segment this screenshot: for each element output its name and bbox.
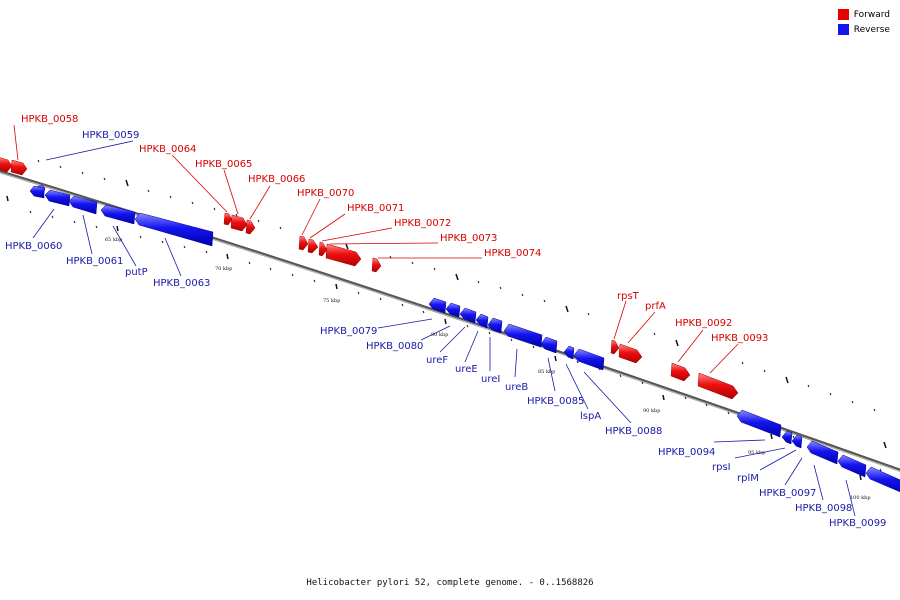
forward-gene-labels: HPKB_0058 HPKB_0064 HPKB_0065 HPKB_0066 … bbox=[21, 114, 768, 344]
scale-label: 75 kbp bbox=[323, 298, 340, 304]
gene-label-hpkb-0092[interactable]: HPKB_0092 bbox=[675, 318, 732, 329]
gene-hpkb-0065[interactable] bbox=[230, 214, 248, 232]
gene-hpkb-0061b[interactable] bbox=[68, 195, 98, 215]
scale-label: 85 kbp bbox=[538, 369, 555, 375]
gene-label-hpkb-0098[interactable]: HPKB_0098 bbox=[795, 503, 852, 514]
gene-hpkb-0063[interactable] bbox=[134, 212, 214, 247]
gene-label-hpkb-0064[interactable]: HPKB_0064 bbox=[139, 144, 196, 155]
gene-hpkb-0080[interactable] bbox=[445, 302, 461, 318]
gene-rpsi[interactable] bbox=[781, 430, 793, 445]
gene-label-lspa[interactable]: lspA bbox=[580, 411, 601, 422]
gene-label-hpkb-0070[interactable]: HPKB_0070 bbox=[297, 188, 354, 199]
gene-hpkb-0093[interactable] bbox=[697, 372, 739, 400]
forward-strand bbox=[0, 157, 739, 400]
gene-hpkb-0099[interactable] bbox=[865, 466, 900, 494]
scale-label: 80 kbp bbox=[431, 332, 448, 338]
scale-label: 70 kbp bbox=[215, 266, 232, 272]
gene-label-hpkb-0059[interactable]: HPKB_0059 bbox=[82, 130, 139, 141]
gene-label-hpkb-0085[interactable]: HPKB_0085 bbox=[527, 396, 584, 407]
gene-label-hpkb-0065[interactable]: HPKB_0065 bbox=[195, 159, 252, 170]
gene-rpst[interactable] bbox=[610, 339, 620, 355]
gene-hpkb-0060[interactable] bbox=[29, 185, 45, 199]
legend-forward: Forward bbox=[837, 9, 890, 20]
gene-hpkb-0073[interactable] bbox=[325, 243, 362, 267]
gene-label-uref[interactable]: ureF bbox=[426, 355, 448, 366]
legend-reverse-swatch bbox=[837, 24, 849, 35]
gene-ureb[interactable] bbox=[503, 323, 543, 348]
gene-label-hpkb-0080[interactable]: HPKB_0080 bbox=[366, 341, 423, 352]
gene-hpkb-0097[interactable] bbox=[806, 440, 839, 465]
reverse-gene-labels: HPKB_0059 HPKB_0060 HPKB_0061 putP HPKB_… bbox=[5, 130, 886, 529]
leader-lines bbox=[13, 124, 856, 517]
gene-hpkb-0058[interactable] bbox=[10, 159, 28, 176]
reverse-strand bbox=[29, 184, 900, 494]
scale-label: 65 kbp bbox=[105, 237, 122, 243]
gene-label-urei[interactable]: ureI bbox=[481, 374, 500, 385]
gene-hpkb-0064[interactable] bbox=[223, 212, 233, 226]
legend-forward-swatch bbox=[837, 9, 849, 20]
gene-uree[interactable] bbox=[475, 313, 489, 329]
gene-label-hpkb-0072[interactable]: HPKB_0072 bbox=[394, 218, 451, 229]
gene-label-hpkb-0066[interactable]: HPKB_0066 bbox=[248, 174, 305, 185]
gene-hpkb-0071[interactable] bbox=[307, 238, 319, 254]
gene-hpkb-0072[interactable] bbox=[318, 241, 328, 257]
gene-label-hpkb-0063[interactable]: HPKB_0063 bbox=[153, 278, 210, 289]
gene-label-hpkb-0079[interactable]: HPKB_0079 bbox=[320, 326, 377, 337]
gene-urei[interactable] bbox=[487, 317, 503, 334]
gene-rplm[interactable] bbox=[791, 434, 803, 449]
gene-hpkb-0058a[interactable] bbox=[0, 157, 13, 173]
gene-label-hpkb-0060[interactable]: HPKB_0060 bbox=[5, 241, 62, 252]
gene-label-rpst[interactable]: rpsT bbox=[617, 291, 640, 302]
gene-label-hpkb-0094[interactable]: HPKB_0094 bbox=[658, 447, 715, 458]
genome-caption: Helicobacter pylori 52, complete genome.… bbox=[306, 578, 594, 588]
gene-putp[interactable] bbox=[100, 204, 136, 225]
gene-hpkb-0066[interactable] bbox=[245, 219, 256, 235]
gene-hpkb-0079[interactable] bbox=[428, 297, 447, 314]
gene-label-hpkb-0073[interactable]: HPKB_0073 bbox=[440, 233, 497, 244]
gene-prfa[interactable] bbox=[618, 343, 643, 364]
gene-hpkb-0088[interactable] bbox=[573, 348, 605, 371]
scale-label: 100 kbp bbox=[850, 495, 871, 501]
gene-hpkb-0092[interactable] bbox=[670, 362, 691, 382]
gene-hpkb-0074[interactable] bbox=[371, 257, 382, 273]
scale-label: 90 kbp bbox=[643, 408, 660, 414]
gene-label-hpkb-0099[interactable]: HPKB_0099 bbox=[829, 518, 886, 529]
gene-label-rplm[interactable]: rplM bbox=[737, 473, 759, 484]
gene-label-hpkb-0061[interactable]: HPKB_0061 bbox=[66, 256, 123, 267]
gene-label-hpkb-0071[interactable]: HPKB_0071 bbox=[347, 203, 404, 214]
gene-label-putp[interactable]: putP bbox=[125, 267, 148, 278]
scale-label: 95 kbp bbox=[748, 450, 765, 456]
legend-reverse: Reverse bbox=[837, 24, 890, 35]
gene-label-hpkb-0097[interactable]: HPKB_0097 bbox=[759, 488, 816, 499]
legend-reverse-label: Reverse bbox=[853, 24, 890, 35]
gene-hpkb-0070[interactable] bbox=[298, 235, 309, 251]
gene-label-hpkb-0074[interactable]: HPKB_0074 bbox=[484, 248, 541, 259]
scale-labels: 65 kbp 70 kbp 75 kbp 80 kbp 85 kbp 90 kb… bbox=[105, 237, 871, 501]
gene-hpkb-0085[interactable] bbox=[540, 336, 558, 354]
gene-label-uree[interactable]: ureE bbox=[455, 364, 478, 375]
gene-hpkb-0061[interactable] bbox=[44, 189, 71, 207]
gene-label-hpkb-0088[interactable]: HPKB_0088 bbox=[605, 426, 662, 437]
legend-forward-label: Forward bbox=[853, 9, 890, 20]
gene-label-hpkb-0093[interactable]: HPKB_0093 bbox=[711, 333, 768, 344]
gene-uref[interactable] bbox=[459, 307, 477, 324]
strand-legend: Forward Reverse bbox=[837, 9, 890, 39]
gene-hpkb-0098[interactable] bbox=[837, 454, 867, 478]
gene-label-ureb[interactable]: ureB bbox=[505, 382, 528, 393]
tick-marks bbox=[6, 159, 887, 481]
gene-lspa[interactable] bbox=[563, 345, 575, 360]
gene-label-hpkb-0058[interactable]: HPKB_0058 bbox=[21, 114, 78, 125]
gene-label-prfa[interactable]: prfA bbox=[645, 301, 666, 312]
gene-hpkb-0094[interactable] bbox=[736, 409, 782, 438]
gene-label-rpsi[interactable]: rpsI bbox=[712, 462, 731, 473]
